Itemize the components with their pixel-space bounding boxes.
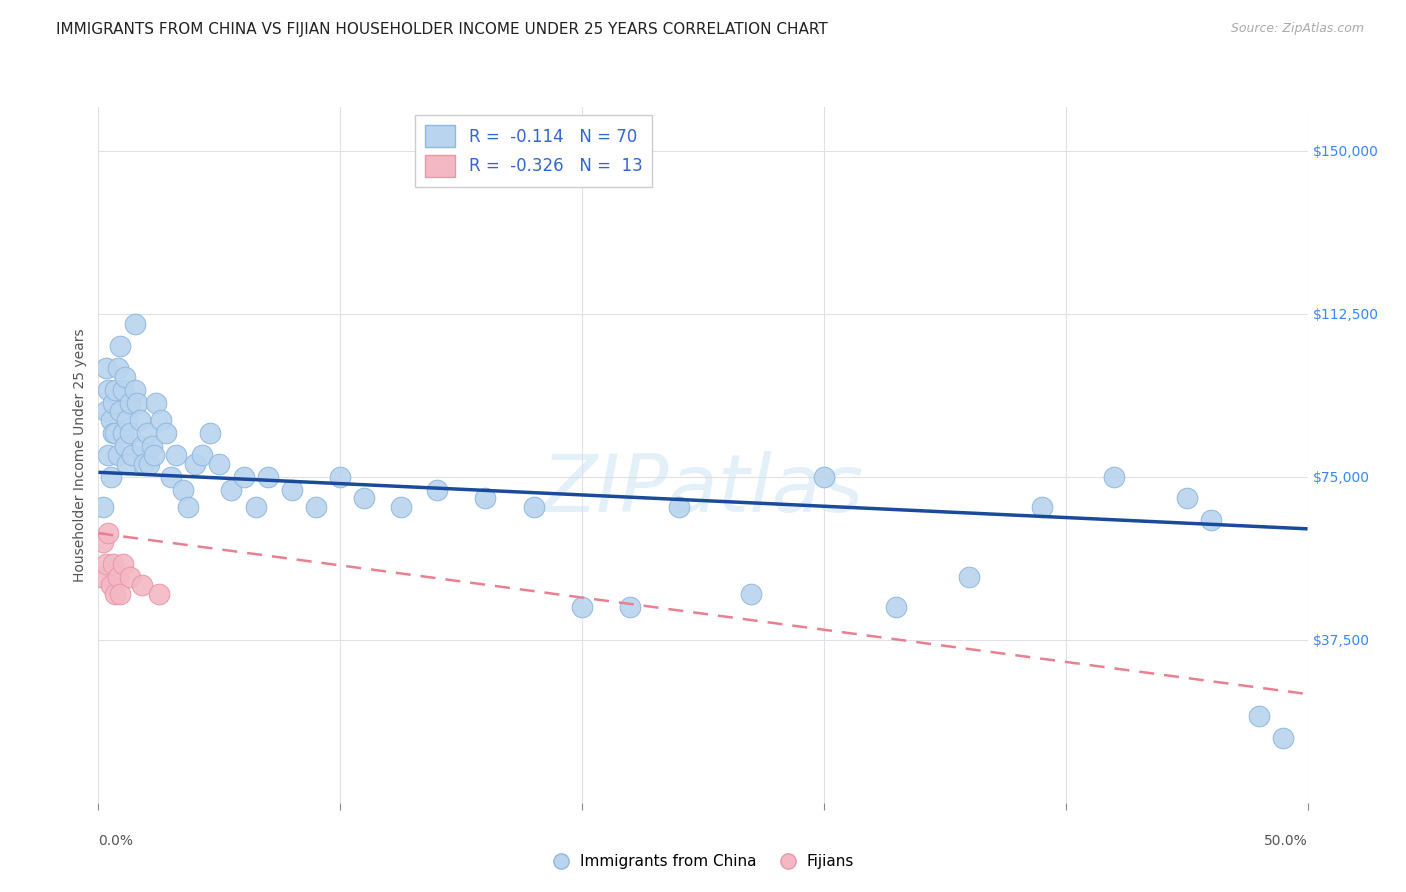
- Point: [111, 383, 134, 397]
- Point: [118, 396, 141, 410]
- Point: [1249, 708, 1271, 723]
- Point: [107, 361, 129, 376]
- Point: [150, 413, 173, 427]
- Point: [165, 448, 187, 462]
- Point: [305, 500, 328, 514]
- Point: [107, 448, 129, 462]
- Point: [232, 469, 254, 483]
- Point: [101, 426, 124, 441]
- Legend: Immigrants from China, Fijians: Immigrants from China, Fijians: [546, 848, 860, 875]
- Text: Source: ZipAtlas.com: Source: ZipAtlas.com: [1230, 22, 1364, 36]
- Point: [957, 570, 980, 584]
- Point: [148, 587, 170, 601]
- Point: [1175, 491, 1198, 506]
- Point: [91, 535, 114, 549]
- Point: [104, 426, 127, 441]
- Point: [101, 396, 124, 410]
- Point: [813, 469, 835, 483]
- Legend: R =  -0.114   N = 70, R =  -0.326   N =  13: R = -0.114 N = 70, R = -0.326 N = 13: [415, 115, 652, 186]
- Point: [1102, 469, 1125, 483]
- Point: [100, 578, 122, 592]
- Point: [108, 404, 131, 418]
- Point: [191, 448, 214, 462]
- Point: [155, 426, 177, 441]
- Point: [117, 457, 139, 471]
- Point: [94, 557, 117, 571]
- Point: [124, 383, 146, 397]
- Point: [124, 318, 146, 332]
- Point: [281, 483, 304, 497]
- Text: 0.0%: 0.0%: [98, 833, 134, 847]
- Point: [97, 448, 120, 462]
- Point: [1272, 731, 1295, 745]
- Point: [571, 600, 593, 615]
- Point: [143, 448, 166, 462]
- Point: [104, 587, 127, 601]
- Point: [90, 570, 112, 584]
- Point: [668, 500, 690, 514]
- Point: [104, 383, 127, 397]
- Point: [141, 439, 163, 453]
- Text: IMMIGRANTS FROM CHINA VS FIJIAN HOUSEHOLDER INCOME UNDER 25 YEARS CORRELATION CH: IMMIGRANTS FROM CHINA VS FIJIAN HOUSEHOL…: [56, 22, 828, 37]
- Point: [886, 600, 908, 615]
- Point: [108, 587, 131, 601]
- Point: [108, 339, 131, 353]
- Point: [118, 570, 141, 584]
- Point: [474, 491, 496, 506]
- Point: [208, 457, 231, 471]
- Point: [127, 396, 149, 410]
- Text: 50.0%: 50.0%: [1264, 833, 1308, 847]
- Point: [118, 426, 141, 441]
- Point: [184, 457, 207, 471]
- Point: [160, 469, 183, 483]
- Point: [1031, 500, 1053, 514]
- Point: [523, 500, 546, 514]
- Point: [1199, 513, 1222, 527]
- Point: [114, 369, 136, 384]
- Point: [256, 469, 278, 483]
- Point: [131, 439, 153, 453]
- Point: [134, 457, 156, 471]
- Point: [94, 361, 117, 376]
- Point: [114, 439, 136, 453]
- Point: [101, 557, 124, 571]
- Point: [221, 483, 243, 497]
- Point: [198, 426, 221, 441]
- Y-axis label: Householder Income Under 25 years: Householder Income Under 25 years: [73, 328, 87, 582]
- Point: [128, 413, 150, 427]
- Point: [94, 404, 117, 418]
- Point: [145, 396, 167, 410]
- Point: [389, 500, 412, 514]
- Point: [426, 483, 449, 497]
- Point: [740, 587, 762, 601]
- Point: [131, 578, 153, 592]
- Point: [329, 469, 352, 483]
- Point: [111, 426, 134, 441]
- Point: [619, 600, 641, 615]
- Point: [121, 448, 143, 462]
- Point: [91, 500, 114, 514]
- Point: [177, 500, 200, 514]
- Point: [111, 557, 134, 571]
- Point: [100, 469, 122, 483]
- Point: [135, 426, 157, 441]
- Point: [100, 413, 122, 427]
- Point: [172, 483, 194, 497]
- Point: [97, 383, 120, 397]
- Point: [107, 570, 129, 584]
- Point: [117, 413, 139, 427]
- Point: [245, 500, 267, 514]
- Point: [353, 491, 375, 506]
- Point: [138, 457, 160, 471]
- Point: [97, 526, 120, 541]
- Text: ZIPatlas: ZIPatlas: [541, 450, 865, 529]
